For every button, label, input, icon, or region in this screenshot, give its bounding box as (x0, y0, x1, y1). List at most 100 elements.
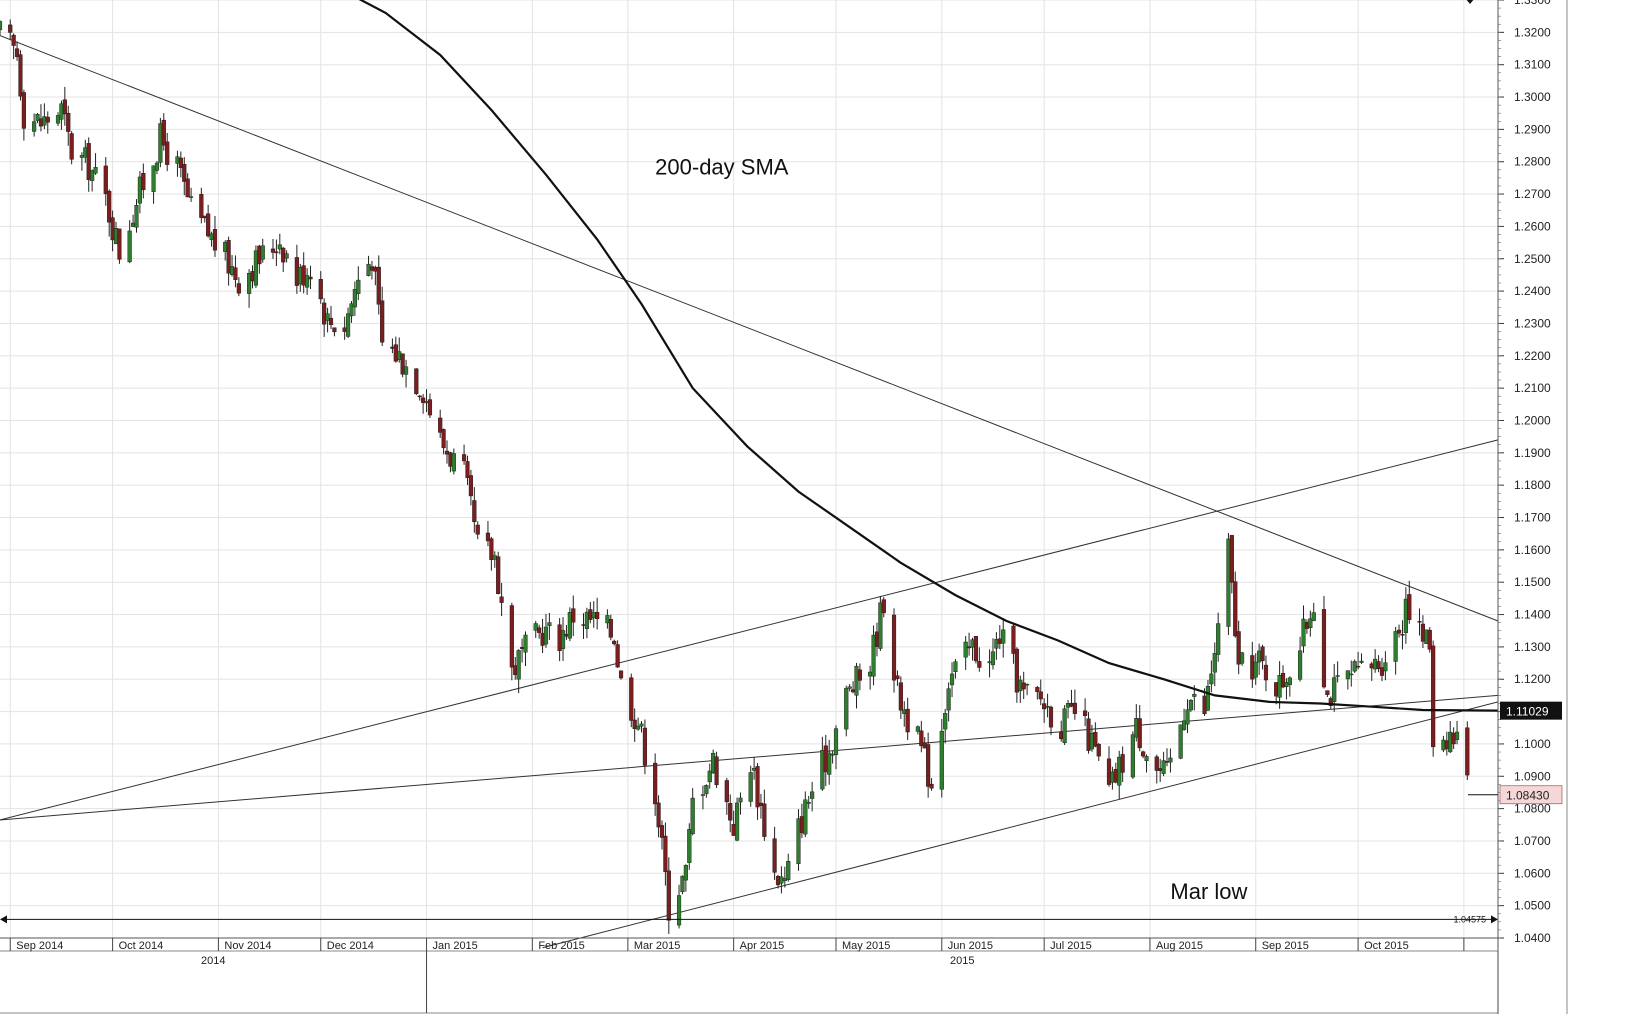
mar-low-line: 1.04575 (0, 914, 1498, 924)
x-month-label: Jun 2015 (948, 940, 993, 952)
candle-up (1062, 708, 1067, 743)
candle-up (1335, 675, 1340, 677)
candle-up (83, 147, 88, 158)
candle-up (42, 116, 47, 126)
candle-down (850, 689, 856, 693)
candle-down (537, 627, 542, 633)
candle-up (247, 273, 252, 294)
candle-down (322, 302, 327, 325)
candle-up (154, 162, 160, 171)
candle-up (1181, 720, 1187, 730)
candle-down (1093, 731, 1098, 747)
candle-up (680, 875, 685, 893)
candle-up (748, 772, 753, 802)
x-month-label: Feb 2015 (538, 940, 584, 952)
candle-down (564, 633, 569, 637)
candle-up (127, 230, 132, 263)
trendline-flat-rising-support (0, 694, 1499, 821)
candle-down (342, 327, 347, 332)
candle-up (1110, 771, 1115, 783)
candle-down (1420, 623, 1426, 642)
candle-down (874, 631, 880, 647)
candle-up (1448, 731, 1453, 753)
candle-up (1240, 652, 1245, 664)
candle-up (223, 241, 228, 252)
candle-down (997, 638, 1002, 644)
candle-down (895, 675, 900, 679)
candle-up (229, 266, 235, 275)
y-tick-label: 1.2900 (1514, 122, 1551, 136)
candle-down (1400, 634, 1405, 636)
candle-down (465, 461, 470, 478)
candle-up (366, 263, 371, 276)
candle-up (868, 671, 873, 677)
candle-up (1185, 709, 1190, 725)
candle-down (1431, 645, 1436, 748)
y-tick-label: 1.3000 (1514, 90, 1551, 104)
candle-down (919, 730, 924, 747)
candle-up (1045, 706, 1050, 708)
candle-up (260, 245, 265, 260)
candle-up (1373, 658, 1378, 670)
candle-down (659, 825, 665, 838)
candle-up (827, 752, 832, 775)
candle-down (441, 429, 446, 449)
candle-down (212, 229, 218, 251)
candle-up (175, 156, 180, 164)
candle-up (1065, 703, 1071, 708)
candle-down (485, 532, 491, 542)
candle-down (475, 524, 480, 535)
trendline-falling-resistance (0, 35, 1499, 622)
candle-down (417, 395, 422, 398)
candle-down (1229, 535, 1234, 583)
candle-down (427, 399, 433, 416)
candle-up (738, 797, 743, 803)
candle-up (1130, 734, 1135, 778)
candle-up (560, 630, 566, 649)
candle-up (55, 115, 61, 124)
candle-down (1048, 706, 1054, 728)
candle-up (1257, 650, 1262, 663)
x-month-label: Dec 2014 (327, 940, 374, 952)
candle-up (915, 726, 920, 732)
candle-down (1059, 731, 1064, 740)
x-month-label: Sep 2014 (16, 940, 63, 952)
candle-down (775, 875, 781, 886)
candle-up (796, 818, 801, 864)
sma-value-tag (1500, 701, 1562, 720)
candle-up (690, 797, 695, 834)
candle-down (1417, 621, 1422, 623)
candle-down (1011, 625, 1016, 654)
candle-down (301, 265, 306, 286)
candle-up (820, 750, 825, 790)
candle-down (308, 276, 313, 280)
candle-down (1321, 609, 1327, 688)
candle-down (799, 816, 804, 834)
candle-down (1164, 761, 1170, 763)
candle-up (284, 253, 289, 259)
candle-down (496, 556, 501, 595)
candle-up (298, 266, 303, 285)
y-tick-label: 1.2100 (1514, 381, 1551, 395)
candle-up (878, 602, 883, 649)
candle-down (233, 267, 238, 280)
candle-down (1356, 665, 1361, 668)
y-tick-label: 1.0500 (1514, 899, 1551, 913)
candle-down (1021, 682, 1026, 690)
candle-down (755, 766, 760, 808)
mar-low-value-label: 1.04575 (1453, 914, 1486, 924)
candle-up (424, 401, 429, 404)
candle-down (1106, 758, 1112, 785)
y-tick-label: 1.1400 (1514, 608, 1551, 622)
y-tick-label: 1.1500 (1514, 575, 1551, 589)
candle-up (704, 785, 709, 795)
y-tick-label: 1.2500 (1514, 252, 1551, 266)
candle-down (1427, 629, 1432, 650)
candle-up (803, 799, 808, 835)
candle-up (567, 612, 572, 639)
trendline-rising-channel-upper (0, 439, 1499, 821)
candle-up (953, 661, 958, 672)
candle-up (0, 21, 3, 31)
candle-up (1349, 673, 1354, 676)
